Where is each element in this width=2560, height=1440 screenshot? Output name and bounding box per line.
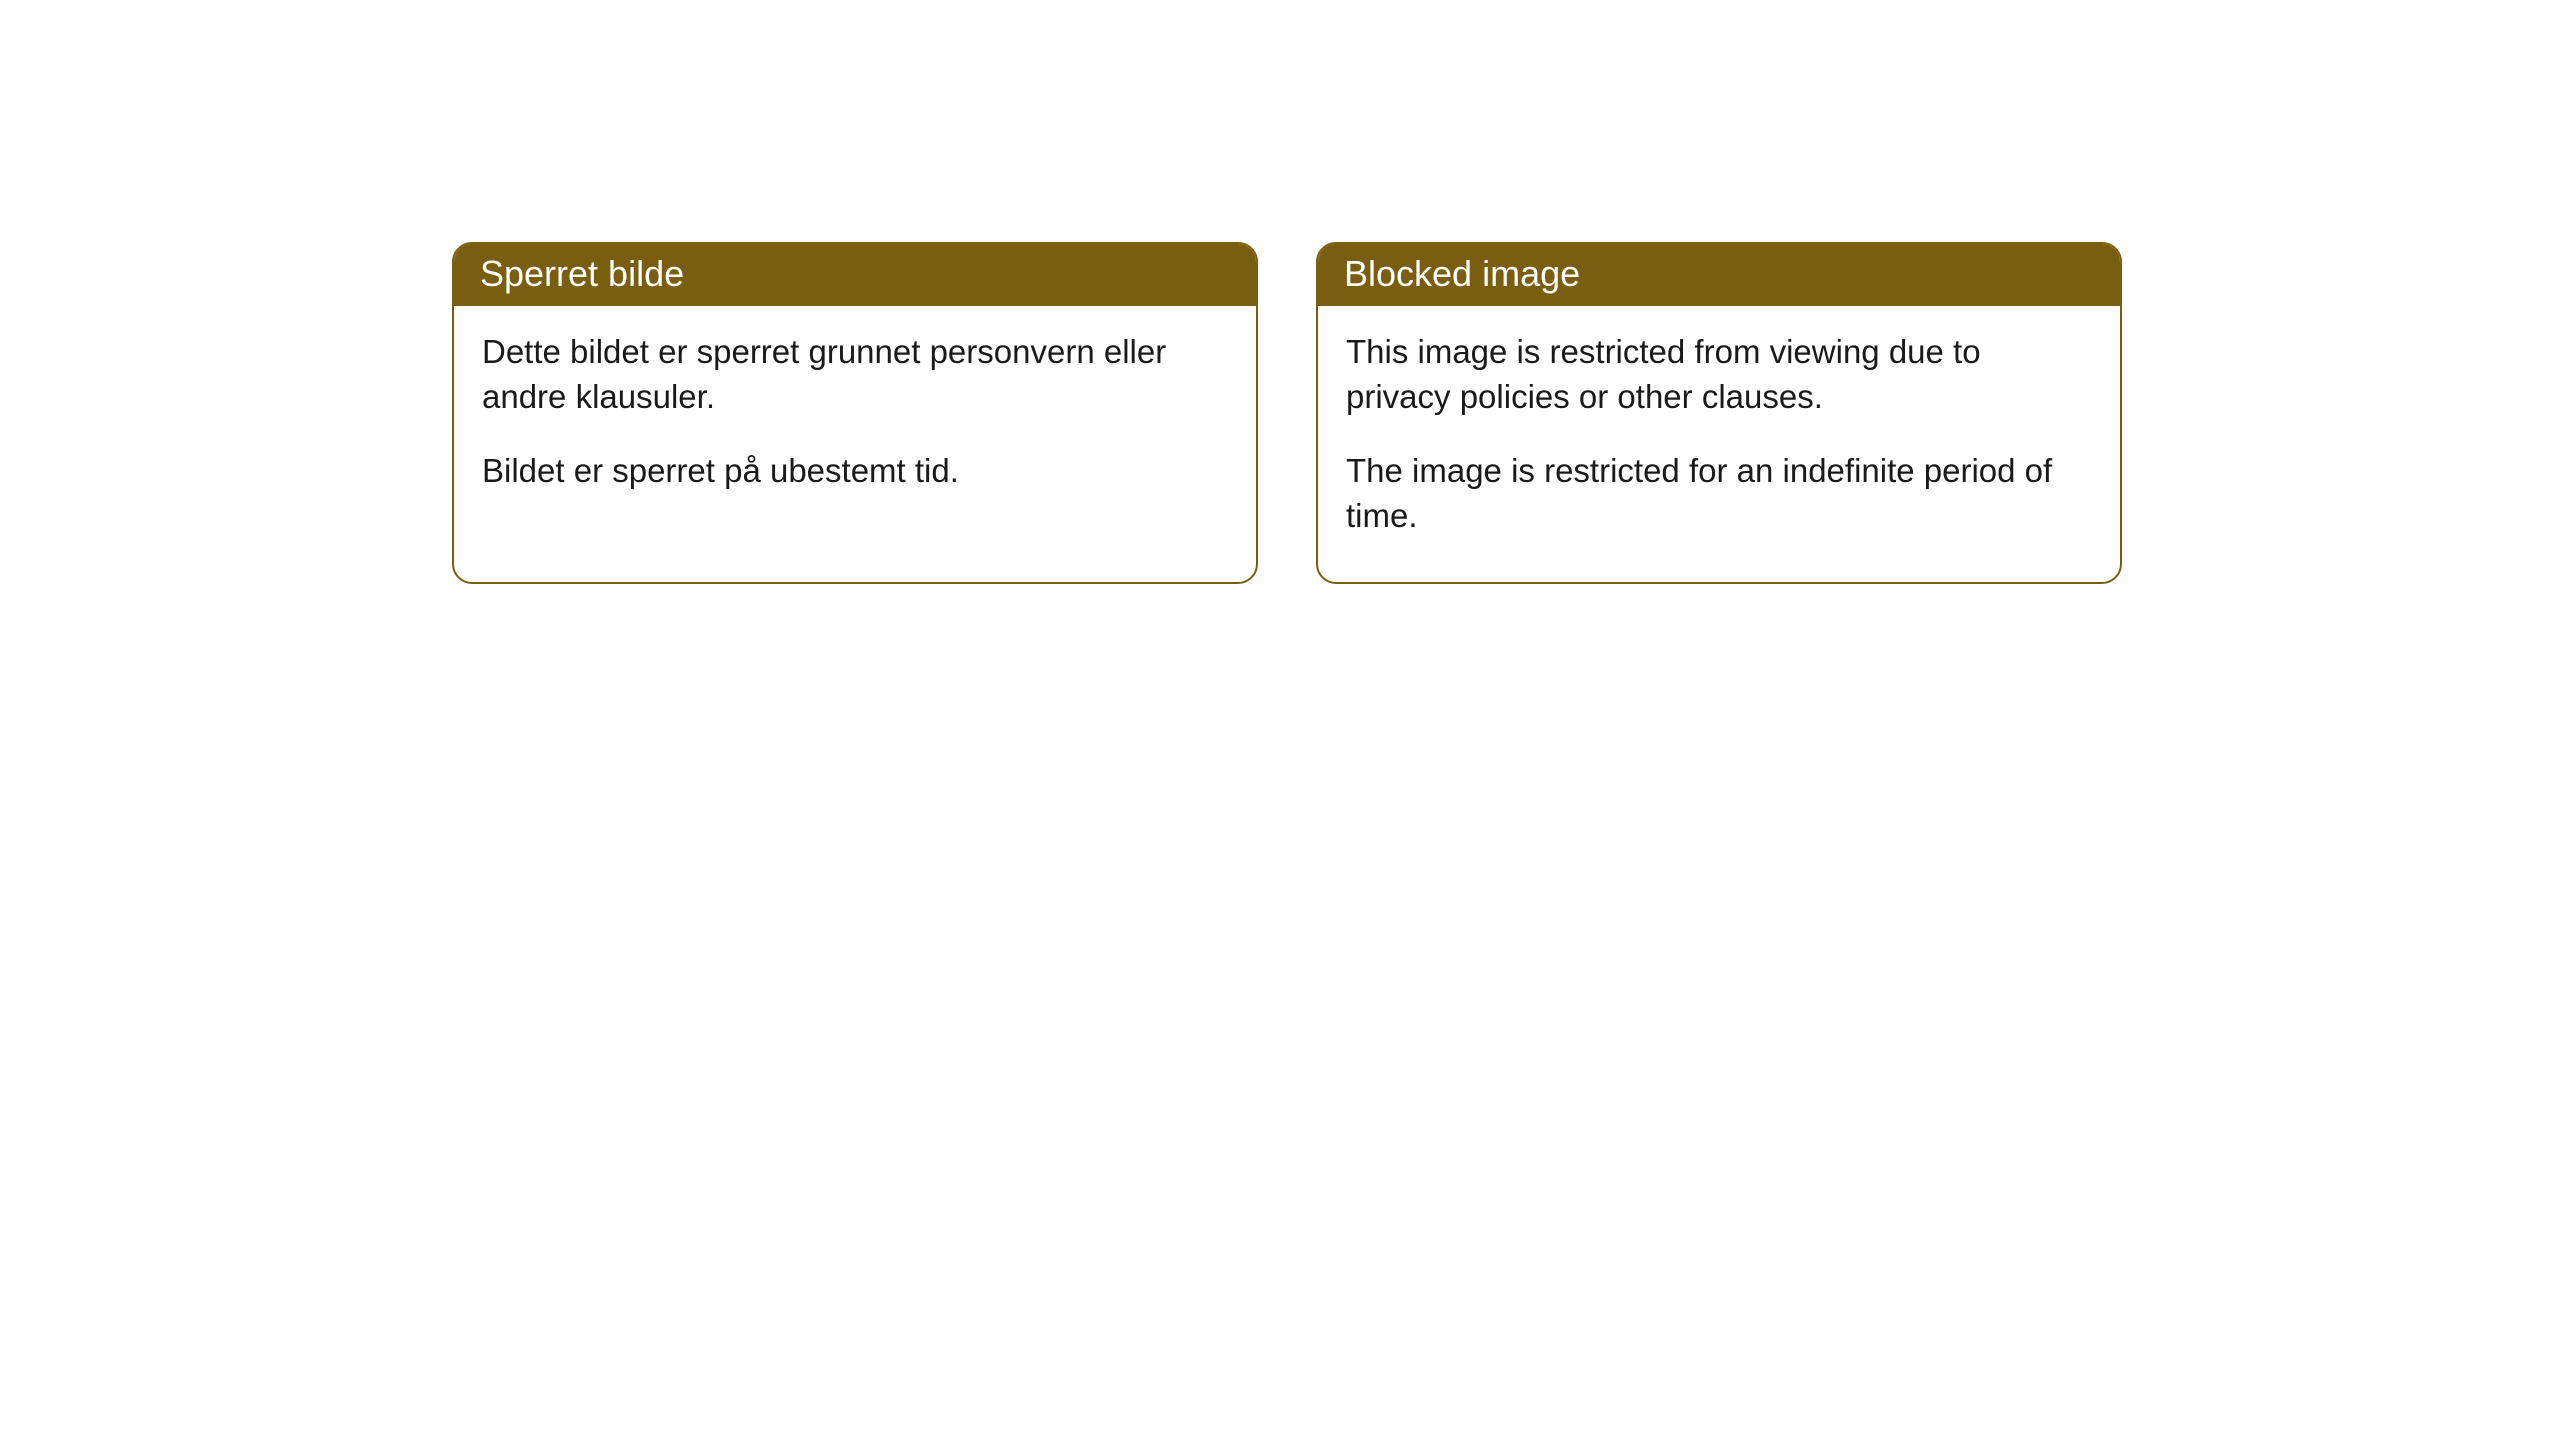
card-text-2: The image is restricted for an indefinit… (1346, 449, 2092, 538)
card-text-1: This image is restricted from viewing du… (1346, 330, 2092, 419)
card-title: Blocked image (1344, 253, 1580, 294)
card-text-1: Dette bildet er sperret grunnet personve… (482, 330, 1228, 419)
card-title: Sperret bilde (480, 253, 684, 294)
card-body-english: This image is restricted from viewing du… (1318, 306, 2120, 582)
card-english: Blocked image This image is restricted f… (1316, 242, 2122, 584)
card-text-2: Bildet er sperret på ubestemt tid. (482, 449, 1228, 494)
cards-container: Sperret bilde Dette bildet er sperret gr… (452, 242, 2560, 584)
card-header-english: Blocked image (1318, 244, 2120, 306)
card-norwegian: Sperret bilde Dette bildet er sperret gr… (452, 242, 1258, 584)
card-body-norwegian: Dette bildet er sperret grunnet personve… (454, 306, 1256, 538)
card-header-norwegian: Sperret bilde (454, 244, 1256, 306)
